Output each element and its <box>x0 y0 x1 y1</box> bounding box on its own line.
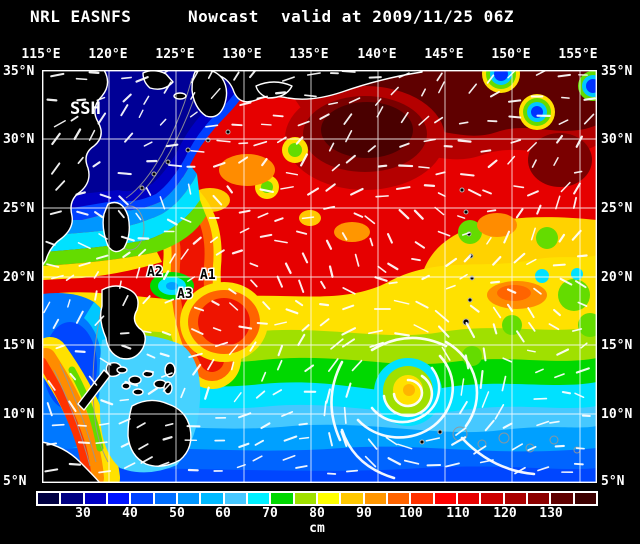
lat-tick-left: 35°N <box>3 64 35 79</box>
lat-tick-left: 15°N <box>3 338 35 353</box>
colorbar-tick: 130 <box>539 506 563 521</box>
ssh-field-plot: SSH A1 A2 A3 <box>32 55 608 496</box>
colorbar-tick: 40 <box>122 506 138 521</box>
lon-tick: 115°E <box>21 47 61 62</box>
lon-tick: 140°E <box>357 47 397 62</box>
lat-tick-right: 20°N <box>601 270 633 285</box>
lon-tick: 135°E <box>289 47 329 62</box>
colorbar-cell <box>38 493 60 504</box>
colorbar-tick: 60 <box>215 506 231 521</box>
lat-tick-right: 10°N <box>601 407 633 422</box>
current-vectors <box>43 61 596 475</box>
run-mode-label: Nowcast <box>188 7 259 26</box>
ssh-map: SSH A1 A2 A3 <box>32 55 608 496</box>
colorbar-cell <box>201 493 223 504</box>
typhoon-vectors <box>330 336 536 480</box>
colorbar-cell <box>247 493 270 504</box>
colorbar-cell <box>411 493 433 504</box>
lon-tick: 125°E <box>155 47 195 62</box>
lon-tick: 130°E <box>222 47 262 62</box>
lat-tick-right: 35°N <box>601 64 633 79</box>
valid-time-label: valid at 2009/11/25 06Z <box>281 7 515 26</box>
colorbar-cell <box>131 493 153 504</box>
colorbar-tick: 70 <box>262 506 278 521</box>
lat-tick-left: 30°N <box>3 132 35 147</box>
colorbar-cell <box>364 493 386 504</box>
lat-tick-right: 5°N <box>601 474 625 489</box>
lon-tick: 120°E <box>88 47 128 62</box>
land-luzon <box>99 285 146 360</box>
lat-tick-right: 30°N <box>601 132 633 147</box>
lon-tick: 155°E <box>558 47 598 62</box>
colorbar-cell <box>434 493 456 504</box>
colorbar-unit: cm <box>309 521 325 536</box>
lat-tick-left: 5°N <box>3 474 27 489</box>
land-palawan <box>77 369 111 411</box>
colorbar-cell <box>457 493 480 504</box>
colorbar-tick: 120 <box>493 506 517 521</box>
colorbar-tick: 30 <box>75 506 91 521</box>
eddy-label-a3: A3 <box>177 287 193 302</box>
colorbar-cell <box>317 493 340 504</box>
colorbar-cell <box>154 493 176 504</box>
colorbar-cell <box>177 493 200 504</box>
colorbar-cell <box>84 493 106 504</box>
colorbar-tick: 110 <box>446 506 470 521</box>
colorbar-cell <box>551 493 573 504</box>
colorbar-tick: 50 <box>169 506 185 521</box>
colorbar-tick: 100 <box>399 506 423 521</box>
colorbar-cell <box>504 493 526 504</box>
colorbar-tick: 90 <box>356 506 372 521</box>
colorbar-tick: 80 <box>309 506 325 521</box>
map-frame <box>41 69 597 484</box>
colorbar-cell <box>387 493 410 504</box>
colorbar-cell <box>527 493 550 504</box>
land-shikoku <box>255 81 293 99</box>
field-label: SSH <box>70 99 101 119</box>
colorbar-cell <box>574 493 596 504</box>
lat-tick-left: 20°N <box>3 270 35 285</box>
colorbar-cell <box>271 493 293 504</box>
colorbar <box>36 491 598 506</box>
colorbar-cell <box>341 493 363 504</box>
land-kyushu <box>191 69 228 118</box>
land-jeju <box>173 92 187 100</box>
land-mindanao <box>127 399 192 467</box>
colorbar-cell <box>481 493 503 504</box>
colorbar-cell <box>107 493 130 504</box>
lon-tick: 150°E <box>491 47 531 62</box>
colorbar-cell <box>224 493 246 504</box>
colorbar-cell <box>61 493 83 504</box>
eddy-label-a1: A1 <box>200 268 216 283</box>
product-title: NRL EASNFS <box>30 7 132 26</box>
lat-tick-left: 10°N <box>3 407 35 422</box>
land-mindoro <box>105 361 123 378</box>
land-taiwan <box>102 201 131 253</box>
lon-tick: 145°E <box>424 47 464 62</box>
landmass <box>41 69 423 484</box>
lat-tick-left: 25°N <box>3 201 35 216</box>
eddy-label-a2: A2 <box>147 265 163 280</box>
lat-tick-right: 15°N <box>601 338 633 353</box>
bathymetry-contours <box>53 71 581 467</box>
land-china <box>41 69 109 267</box>
lat-tick-right: 25°N <box>601 201 633 216</box>
colorbar-cell <box>294 493 316 504</box>
